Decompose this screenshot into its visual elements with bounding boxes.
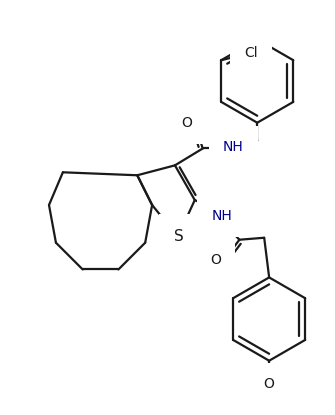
Text: Cl: Cl (244, 46, 258, 60)
Text: S: S (174, 229, 184, 244)
Text: O: O (181, 116, 192, 130)
Text: O: O (264, 376, 275, 391)
Text: O: O (210, 253, 221, 266)
Text: NH: NH (211, 209, 232, 223)
Text: NH: NH (223, 139, 244, 154)
